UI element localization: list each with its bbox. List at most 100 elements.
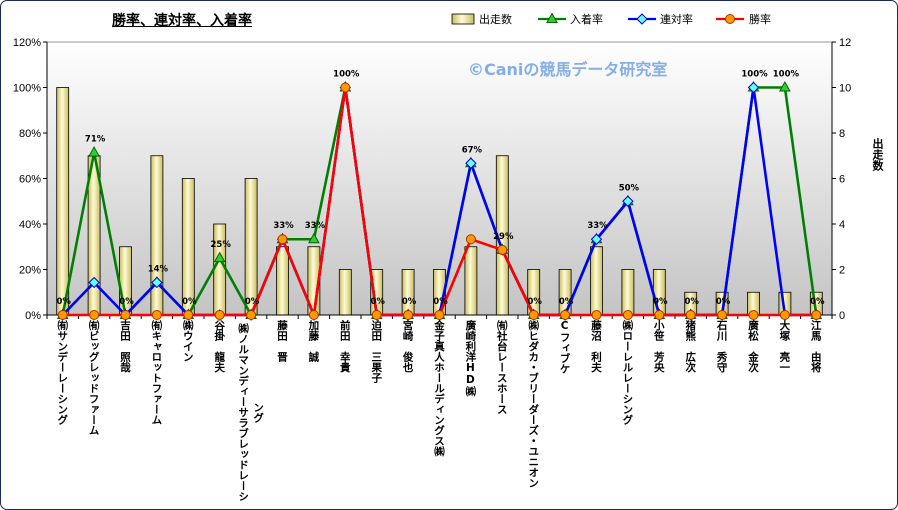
x-axis-category-label: 藤田 晋 <box>276 320 288 362</box>
marker-勝率-17 <box>560 310 571 320</box>
x-axis-category-label: ㈱ヒダカ・ブリーダーズ・ユニオン <box>527 320 540 488</box>
data-label: 0% <box>716 297 731 307</box>
chart-title: 勝率、連対率、入着率 <box>112 13 252 29</box>
data-label: 0% <box>433 297 448 307</box>
marker-勝率-10 <box>340 82 351 93</box>
left-axis-tick-label: 120% <box>13 37 41 49</box>
left-axis-tick-label: 60% <box>19 174 41 186</box>
legend-label: 勝率 <box>749 12 771 26</box>
right-axis-tick-label: 6 <box>839 174 845 186</box>
marker-勝率-3 <box>120 310 131 320</box>
x-axis-category-label: 大塚 亮一 <box>778 320 791 373</box>
x-axis-category-label: Cフィブケ <box>558 320 571 374</box>
right-axis-tick-label: 8 <box>839 128 845 140</box>
marker-連対率-23 <box>747 81 760 94</box>
data-label: 0% <box>56 297 71 307</box>
marker-勝率-13 <box>434 310 445 320</box>
marker-勝率-4 <box>151 310 162 320</box>
line-series-group <box>56 80 823 321</box>
marker-勝率-18 <box>591 310 602 320</box>
x-axis-category-label: 加藤 誠 <box>307 320 320 362</box>
left-axis-tick-label: 20% <box>19 265 41 277</box>
data-label-group: 0% 71% 0% 14% 0% 25% 0% 33% 33% 100% 0% 0% 0% 67% 29% 0… <box>56 70 825 308</box>
bar-series-group <box>56 87 823 316</box>
marker-勝率-21 <box>685 310 696 320</box>
marker-勝率-15 <box>497 244 508 255</box>
data-label: 0% <box>653 297 668 307</box>
marker-連対率-2 <box>88 276 100 289</box>
x-axis-category-label: ㈲キャロットファーム <box>150 320 163 425</box>
data-label: 0% <box>245 297 260 307</box>
marker-勝率-8 <box>277 234 288 245</box>
marker-勝率-25 <box>811 310 822 320</box>
data-label: 100% <box>773 70 800 80</box>
legend-item-勝率: 勝率 <box>716 12 771 26</box>
right-axis-label: 出走数 <box>871 138 884 171</box>
data-label: 0% <box>182 297 197 307</box>
x-axis-category-label: 吉田 照哉 <box>119 320 131 373</box>
marker-勝率-6 <box>214 310 225 320</box>
x-axis-category-label: 金子真人ホールディングス㈱ <box>433 320 445 457</box>
marker-入着率-9 <box>308 232 320 244</box>
legend-swatch <box>451 13 475 25</box>
legend-marker <box>725 14 735 24</box>
right-axis-tick-label: 10 <box>839 83 851 95</box>
left-axis-tick-label: 40% <box>19 219 41 231</box>
x-axis-category-label: ㈲社台レースホース <box>495 320 508 415</box>
marker-入着率-24 <box>779 80 791 92</box>
legend-item-入着率: 入着率 <box>538 12 603 26</box>
data-label: 0% <box>370 297 385 307</box>
x-axis-category-label: ㈲ビッグレッドファーム <box>87 320 100 436</box>
marker-勝率-5 <box>183 310 194 320</box>
x-axis-category-label: ㈱ノルマンディーサラブレッドレーシング <box>237 323 265 502</box>
data-label: 33% <box>587 221 608 231</box>
data-label: 0% <box>810 297 825 307</box>
x-axis-category-label: 宮崎 俊也 <box>401 320 414 373</box>
x-axis-category-label: 前田 幸貴 <box>338 320 351 373</box>
data-label: 67% <box>462 145 483 155</box>
data-label: 0% <box>559 297 574 307</box>
legend-item-連対率: 連対率 <box>628 12 693 26</box>
legend-item-出走数: 出走数 <box>451 12 512 26</box>
legend-label: 入着率 <box>570 12 603 26</box>
legend-marker <box>546 12 558 23</box>
marker-勝率-9 <box>308 310 319 320</box>
legend-label: 連対率 <box>660 12 693 26</box>
left-axis-tick-label: 80% <box>19 128 41 140</box>
marker-勝率-24 <box>779 310 790 320</box>
data-label: 100% <box>333 70 360 80</box>
data-label: 33% <box>305 221 326 231</box>
marker-勝率-1 <box>57 310 68 320</box>
x-axis-category-label: ㈲サンデーレーシング <box>56 320 69 425</box>
marker-勝率-14 <box>465 234 476 245</box>
data-label: 0% <box>684 297 699 307</box>
data-label: 100% <box>741 70 768 80</box>
marker-連対率-18 <box>590 233 603 245</box>
marker-勝率-12 <box>403 310 414 320</box>
x-axis-category-label: 猪熊 広次 <box>684 320 697 373</box>
right-axis-tick-label: 2 <box>839 265 845 277</box>
data-label: 25% <box>211 240 232 250</box>
x-axis-category-label: ㈱ローレルレーシング <box>621 320 634 425</box>
marker-勝率-19 <box>622 310 633 320</box>
data-label: 71% <box>85 135 106 145</box>
legend-label: 出走数 <box>479 12 512 26</box>
data-label: 29% <box>493 232 514 242</box>
x-axis-category-label: ㈱ウイン <box>181 320 194 362</box>
marker-勝率-22 <box>717 310 728 320</box>
data-label: 0% <box>119 297 134 307</box>
marker-入着率-2 <box>88 146 100 157</box>
marker-連対率-19 <box>622 195 634 207</box>
x-axis-category-label: 廣松 金次 <box>747 320 759 373</box>
x-axis-category-label: 藤沼 利夫 <box>590 320 602 373</box>
marker-連対率-4 <box>151 276 163 289</box>
x-axis-category-label: 小笹 芳央 <box>652 320 665 373</box>
data-label: 50% <box>619 183 640 193</box>
x-axis-category-label: 廣崎利洋HD㈱ <box>464 320 477 397</box>
x-axis-category-label: 石川 秀守 <box>715 320 728 373</box>
marker-入着率-6 <box>213 251 226 263</box>
marker-勝率-16 <box>528 310 539 320</box>
x-axis-category-label: 谷掛 龍夫 <box>213 320 226 373</box>
